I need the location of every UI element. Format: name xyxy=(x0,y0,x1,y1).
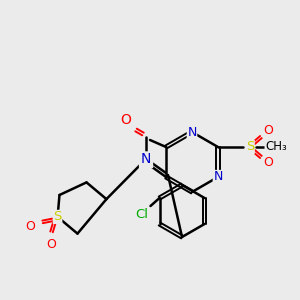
Text: S: S xyxy=(246,140,254,154)
Text: O: O xyxy=(121,113,131,127)
Text: S: S xyxy=(53,210,62,224)
Text: N: N xyxy=(187,125,197,139)
Text: O: O xyxy=(46,238,56,251)
Text: O: O xyxy=(263,124,273,137)
Text: Cl: Cl xyxy=(140,154,152,167)
Text: CH₃: CH₃ xyxy=(265,140,287,154)
Text: N: N xyxy=(141,152,151,166)
Text: Cl: Cl xyxy=(135,208,148,220)
Text: N: N xyxy=(213,170,223,184)
Text: O: O xyxy=(263,157,273,169)
Text: O: O xyxy=(26,220,35,233)
